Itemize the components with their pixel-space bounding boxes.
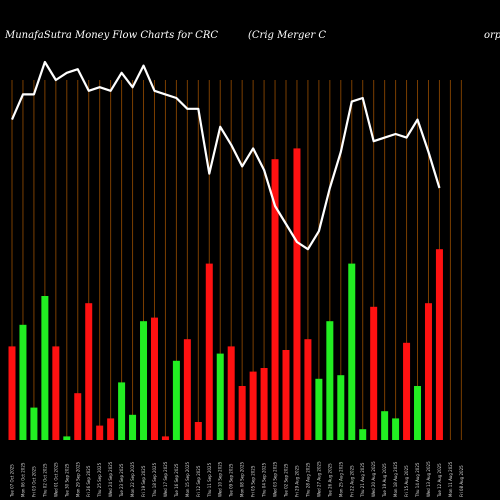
- money-flow-bar: [326, 321, 334, 440]
- money-flow-bar: [381, 411, 389, 440]
- x-tick-label: Mon 06 Oct 2025: [20, 462, 25, 497]
- x-tick-label: Wed 20 Aug 2025: [371, 461, 376, 497]
- x-tick-label: Mon 15 Sep 2025: [185, 461, 190, 497]
- x-tick-label: Thu 18 Sep 2025: [152, 462, 157, 498]
- money-flow-bar: [183, 339, 191, 440]
- x-tick-label: Wed 24 Sep 2025: [108, 461, 113, 497]
- money-flow-bar: [249, 371, 257, 440]
- x-tick-label: Wed 01 Oct 2025: [53, 462, 58, 497]
- money-flow-bar: [172, 360, 180, 440]
- money-flow-bar: [52, 346, 60, 440]
- x-tick-label: Mon 08 Sep 2025: [240, 461, 245, 497]
- x-tick-labels: Tue 07 Oct 2025 Mon 06 Oct 2025 Fri 03 Oct…: [10, 461, 464, 498]
- x-tick-label: Mon 29 Sep 2025: [75, 461, 80, 497]
- money-flow-bar: [435, 249, 443, 440]
- x-tick-label: Mon 18 Aug 2025: [393, 461, 398, 497]
- header-left: MunafaSutra Money Flow Charts for CRC: [4, 30, 218, 41]
- money-flow-bar: [74, 393, 82, 440]
- x-tick-label: Tue 30 Sep 2025: [64, 463, 69, 498]
- money-flow-bar: [370, 306, 378, 440]
- x-tick-label: Mon 11 Aug 2025: [448, 461, 453, 497]
- x-tick-label: Fri 15 Aug 2025: [404, 465, 409, 497]
- x-tick-label: Tue 07 Oct 2025: [10, 464, 15, 498]
- money-flow-bar: [216, 353, 224, 440]
- money-flow-bar: [348, 263, 356, 440]
- x-tick-label: Thu 28 Aug 2025: [305, 462, 310, 498]
- x-tick-label: Fri 22 Aug 2025: [349, 465, 354, 497]
- money-flow-bar: [107, 418, 115, 440]
- x-tick-label: Mon 22 Sep 2025: [130, 461, 135, 497]
- x-tick-label: Fri 08 Aug 2025: [459, 465, 464, 497]
- money-flow-bar: [293, 148, 301, 440]
- x-tick-label: Fri 29 Aug 2025: [294, 465, 299, 497]
- price-line: [10, 60, 441, 251]
- x-tick-label: Wed 17 Sep 2025: [163, 461, 168, 497]
- money-flow-bar: [194, 422, 202, 440]
- money-flow-bar: [19, 324, 27, 440]
- money-flow-bar: [337, 375, 345, 440]
- header-middle: (Crig Merger C: [248, 30, 326, 41]
- money-flow-bar: [8, 346, 16, 440]
- money-flow-bar: [403, 342, 411, 440]
- money-flow-bar: [424, 303, 432, 440]
- header-right: orp: [484, 30, 500, 41]
- money-flow-bar: [150, 317, 158, 440]
- x-tick-label: Fri 12 Sep 2025: [196, 465, 201, 497]
- x-tick-label: Tue 26 Aug 2025: [327, 463, 332, 498]
- x-tick-label: Tue 12 Aug 2025: [437, 463, 442, 498]
- money-flow-bar: [96, 425, 104, 440]
- money-flow-bar: [304, 339, 312, 440]
- money-flow-bar: [30, 407, 38, 440]
- money-flow-bar: [271, 159, 279, 440]
- x-tick-label: Thu 04 Sep 2025: [262, 462, 267, 498]
- x-tick-label: Wed 03 Sep 2025: [273, 461, 278, 497]
- money-flow-bar: [85, 303, 93, 440]
- x-tick-label: Tue 09 Sep 2025: [229, 463, 234, 498]
- x-tick-label: Fri 05 Sep 2025: [251, 465, 256, 497]
- x-tick-label: Fri 26 Sep 2025: [86, 465, 91, 497]
- money-flow-bar: [392, 418, 400, 440]
- money-flow-bar: [129, 414, 137, 440]
- x-tick-label: Mon 25 Aug 2025: [338, 461, 343, 497]
- x-tick-label: Wed 10 Sep 2025: [218, 461, 223, 497]
- x-tick-label: Wed 13 Aug 2025: [426, 461, 431, 497]
- money-flow-bar: [260, 368, 268, 440]
- money-flow-bar: [315, 378, 323, 440]
- x-tick-label: Tue 19 Aug 2025: [382, 463, 387, 498]
- money-flow-bar: [140, 321, 148, 440]
- money-flow-bar: [205, 263, 213, 440]
- x-tick-label: Wed 27 Aug 2025: [316, 461, 321, 497]
- x-tick-label: Thu 21 Aug 2025: [360, 462, 365, 498]
- money-flow-bar: [227, 346, 235, 440]
- money-flow-bar: [238, 386, 246, 440]
- x-tick-label: Fri 03 Oct 2025: [31, 466, 36, 497]
- x-tick-label: Tue 02 Sep 2025: [284, 463, 289, 498]
- money-flow-bar: [359, 429, 367, 440]
- x-tick-label: Tue 16 Sep 2025: [174, 463, 179, 498]
- x-tick-label: Thu 11 Sep 2025: [207, 462, 212, 498]
- x-tick-label: Tue 23 Sep 2025: [119, 463, 124, 498]
- x-tick-label: Thu 25 Sep 2025: [97, 462, 102, 498]
- x-tick-label: Thu 14 Aug 2025: [415, 462, 420, 498]
- money-flow-bar: [161, 436, 169, 440]
- money-flow-bar: [63, 436, 71, 440]
- x-tick-label: Fri 19 Sep 2025: [141, 465, 146, 497]
- money-flow-bar: [282, 350, 290, 440]
- x-tick-label: Thu 02 Oct 2025: [42, 463, 47, 498]
- money-flow-bar: [414, 386, 422, 440]
- money-flow-bar: [41, 296, 49, 440]
- money-flow-bar: [118, 382, 126, 440]
- money-flow-bars: [8, 148, 443, 440]
